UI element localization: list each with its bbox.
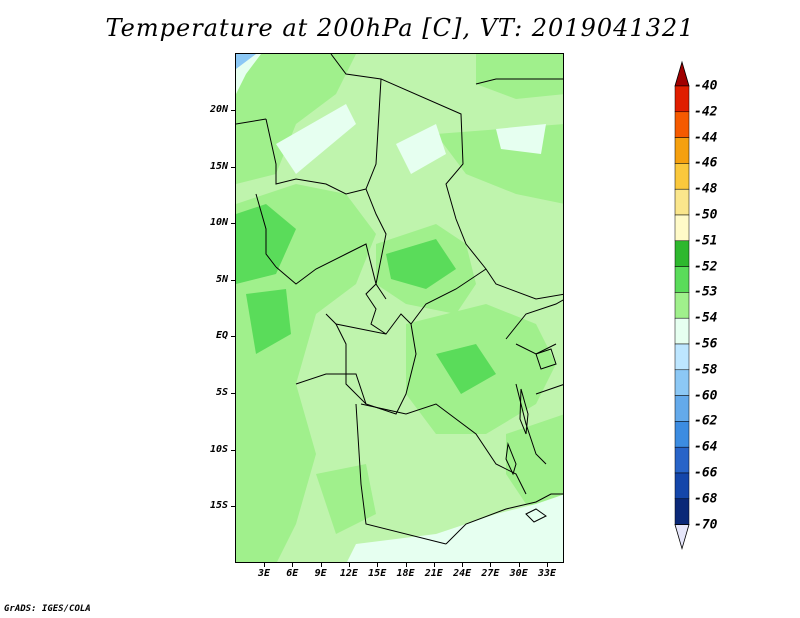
colorbar-label: -53 <box>694 284 718 300</box>
y-tick-mark <box>231 110 235 111</box>
x-tick-label: 15E <box>368 568 387 579</box>
colorbar-label: -70 <box>694 517 718 533</box>
colorbar-label: -60 <box>694 388 718 404</box>
colorbar-bottom-triangle <box>674 524 690 551</box>
y-tick-mark <box>231 393 235 394</box>
colorbar-label: -52 <box>694 259 718 275</box>
colorbar-swatch <box>674 421 690 448</box>
colorbar-graphic <box>674 60 690 551</box>
y-tick-mark <box>231 336 235 338</box>
colorbar-swatch <box>674 266 690 293</box>
y-tick-mark <box>231 449 235 451</box>
x-tick-mark <box>547 563 548 567</box>
colorbar-swatch <box>674 343 690 371</box>
colorbar-swatch <box>674 369 690 396</box>
x-tick-mark <box>292 563 294 567</box>
colorbar-label: -46 <box>694 155 718 171</box>
colorbar-label: -66 <box>694 465 718 481</box>
x-tick-label: 24E <box>453 568 472 579</box>
x-tick-label: 6E <box>286 568 299 579</box>
field-region <box>236 54 256 69</box>
colorbar-swatch <box>674 188 690 216</box>
x-tick-label: 18E <box>396 568 415 579</box>
y-tick-label: 10S <box>209 443 228 455</box>
y-tick-label: 10N <box>209 217 228 229</box>
country-borders <box>236 54 563 545</box>
credit-text: GrADS: IGES/COLA <box>4 604 91 614</box>
colorbar-label: -54 <box>694 310 718 326</box>
y-tick-label: 5S <box>215 387 228 398</box>
colorbar-label: -62 <box>694 413 718 429</box>
x-tick-label: 33E <box>537 568 557 579</box>
colorbar-swatch <box>674 137 690 164</box>
field-region <box>476 54 563 99</box>
map-panel <box>235 53 564 563</box>
colorbar-swatch <box>674 292 690 319</box>
temperature-field <box>236 54 563 562</box>
field-region <box>386 239 456 289</box>
map-title: Temperature at 200hPa [C], VT: 201904132… <box>105 14 695 42</box>
x-tick-mark <box>348 563 350 567</box>
colorbar-swatch <box>674 446 690 474</box>
y-tick-label: EQ <box>215 330 228 342</box>
colorbar-label: -42 <box>694 104 718 120</box>
colorbar-swatch <box>674 240 690 267</box>
y-tick-label: 5N <box>215 273 228 285</box>
field-region <box>506 414 563 514</box>
colorbar-swatch <box>674 111 690 138</box>
x-tick-mark <box>264 563 265 567</box>
field-region <box>347 494 563 562</box>
colorbar-label: -64 <box>694 439 718 455</box>
x-tick-mark <box>433 563 435 567</box>
y-tick-label: 15S <box>209 500 228 512</box>
colorbar-top-triangle <box>674 60 690 87</box>
colorbar-swatch <box>674 85 690 113</box>
lakes <box>505 348 557 523</box>
colorbar-label: -51 <box>694 233 718 249</box>
field-region <box>236 54 356 184</box>
field-region <box>246 289 291 354</box>
field-region <box>276 104 356 174</box>
x-tick-mark <box>377 563 379 567</box>
y-tick-label: 15N <box>209 160 228 172</box>
x-tick-label: 3E <box>257 568 271 579</box>
field-region <box>436 344 496 394</box>
colorbar-swatch <box>674 163 690 190</box>
y-tick-mark <box>231 223 235 225</box>
colorbar-swatch <box>674 395 690 422</box>
x-tick-label: 12E <box>339 568 358 579</box>
x-tick-mark <box>462 563 464 567</box>
y-tick-mark <box>231 166 235 168</box>
colorbar-label: -58 <box>694 362 718 378</box>
colorbar-label: -56 <box>694 336 718 352</box>
y-tick-mark <box>231 506 235 508</box>
x-tick-mark <box>490 563 492 567</box>
field-region <box>496 124 546 154</box>
colorbar-label: -68 <box>694 491 718 507</box>
x-tick-label: 9E <box>314 568 327 579</box>
y-tick-label: 20N <box>209 104 228 115</box>
x-tick-label: 30E <box>509 568 528 579</box>
x-tick-mark <box>518 563 520 567</box>
colorbar-label: -50 <box>694 207 718 223</box>
colorbar-swatch <box>674 498 690 525</box>
x-tick-mark <box>405 563 407 567</box>
colorbar-swatch <box>674 472 690 500</box>
x-tick-label: 27E <box>481 568 500 579</box>
x-tick-label: 21E <box>424 568 443 579</box>
colorbar-label: -48 <box>694 181 718 197</box>
field-region <box>396 124 446 174</box>
x-tick-mark <box>320 563 322 567</box>
field-region <box>236 184 376 562</box>
colorbar-swatch <box>674 317 690 345</box>
colorbar-label: -44 <box>694 130 718 146</box>
colorbar-label: -40 <box>694 78 718 94</box>
colorbar-swatch <box>674 214 690 242</box>
y-tick-mark <box>231 279 235 281</box>
